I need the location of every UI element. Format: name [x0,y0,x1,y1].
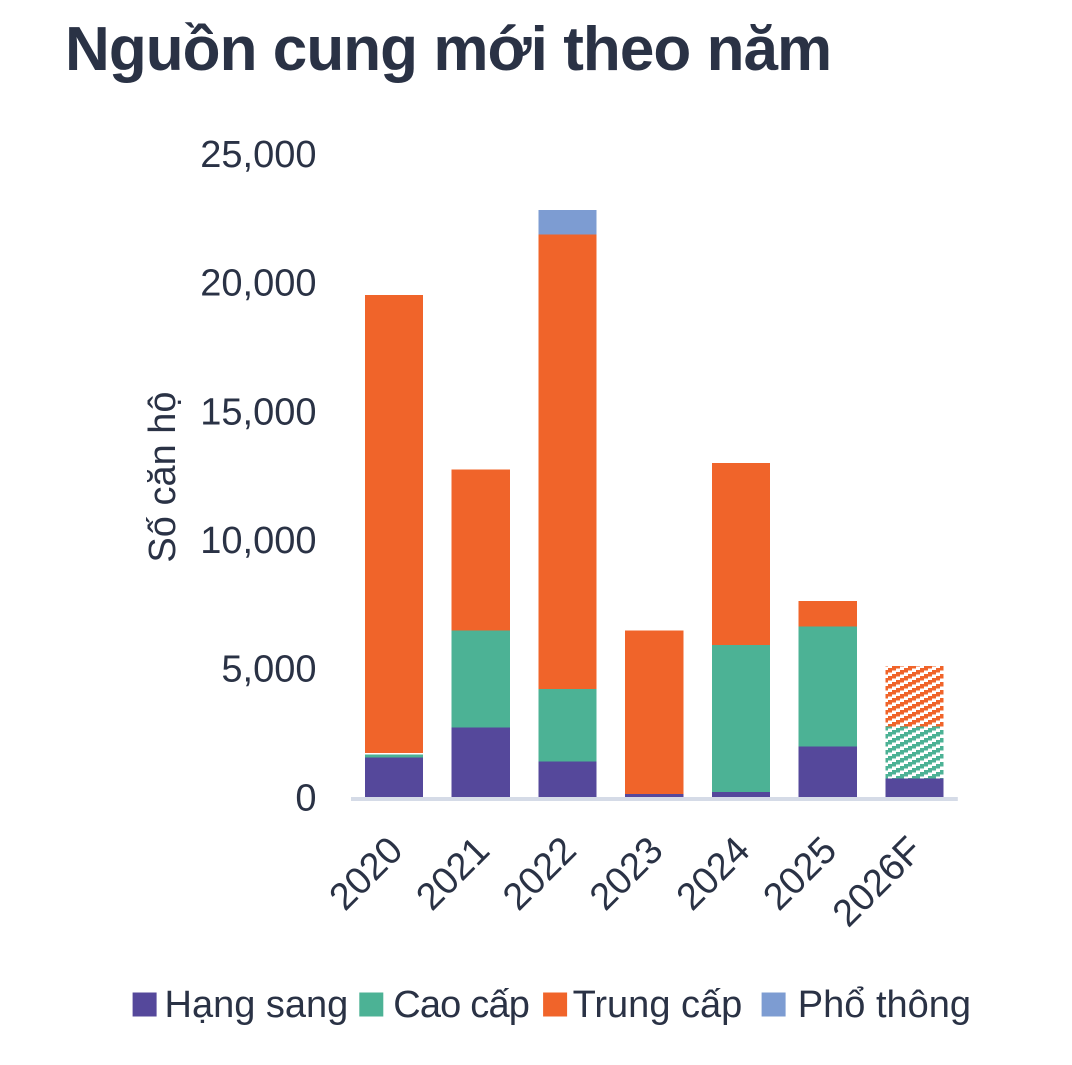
svg-text:Số căn hộ: Số căn hộ [142,391,184,562]
svg-text:15,000: 15,000 [200,391,316,433]
svg-text:Nguồn cung mới theo năm: Nguồn cung mới theo năm [65,15,831,84]
svg-text:25,000: 25,000 [200,134,316,176]
svg-text:Cao cấp: Cao cấp [393,984,529,1026]
svg-text:5,000: 5,000 [221,649,316,691]
svg-text:Trung cấp: Trung cấp [573,984,743,1026]
svg-text:Hạng sang: Hạng sang [165,984,349,1026]
svg-text:Phổ thông: Phổ thông [798,984,971,1026]
svg-text:0: 0 [295,777,316,819]
svg-text:20,000: 20,000 [200,263,316,305]
svg-text:10,000: 10,000 [200,520,316,562]
